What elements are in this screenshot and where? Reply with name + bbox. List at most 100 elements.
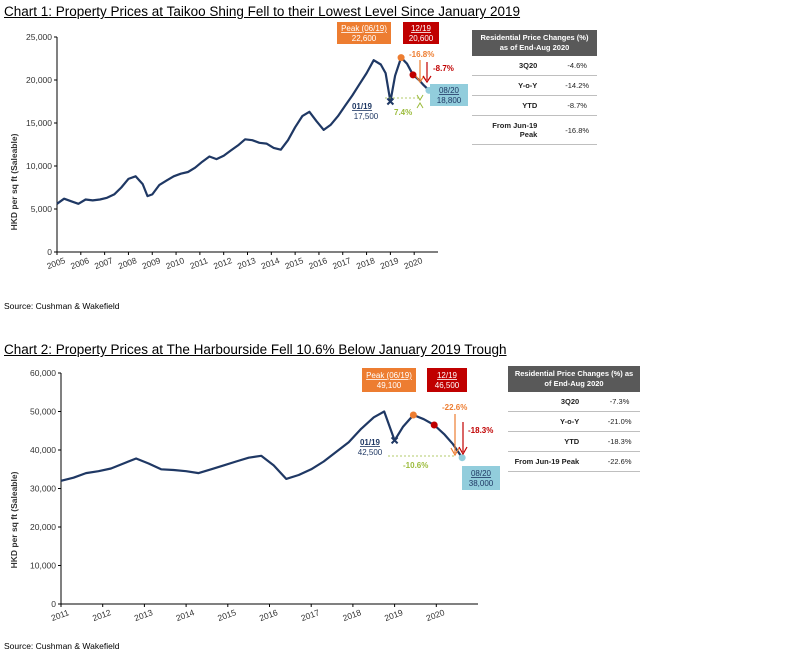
c1-x-tick-label: 2019 <box>379 255 400 271</box>
chart2-pct-dec: -18.3% <box>468 426 493 435</box>
chart2-peak-label: Peak (06/19) <box>366 371 412 380</box>
c2-y-tick-label: 60,000 <box>30 368 56 378</box>
c2-x-tick-label: 2017 <box>300 607 321 623</box>
chart1-source: Source: Cushman & Wakefield <box>4 301 120 311</box>
c2-peak-marker <box>409 411 417 419</box>
chart2-plot: HKD per sq ft (Saleable) 0 10,000 20,000 30… <box>9 368 500 623</box>
c1-y-tick-label: 25,000 <box>26 32 52 42</box>
c1-x-tick-label: 2012 <box>212 255 233 271</box>
chart2-annotations: Peak (06/19) 49,100 12/19 46,500 01/19 4… <box>358 368 500 490</box>
chart1-peak-value: 22,600 <box>352 34 377 43</box>
chart1-dec-box <box>403 22 439 44</box>
c1-y-tick-label: 5,000 <box>31 204 53 214</box>
c1-x-tick-label: 2015 <box>283 255 304 271</box>
c1-x-tick-label: 2016 <box>307 255 328 271</box>
chart1-pct-dec: -8.7% <box>433 64 454 73</box>
c1-series-line <box>56 56 430 205</box>
c2-x-tick-label: 2012 <box>91 607 112 623</box>
c2-series-line <box>60 410 464 482</box>
c1-y-tick-label: 20,000 <box>26 75 52 85</box>
chart2-title: Chart 2: Property Prices at The Harbours… <box>4 342 507 357</box>
c2-aug-marker <box>458 454 466 462</box>
chart1-jan-value: 17,500 <box>354 112 379 121</box>
c1-y-tick-label: 15,000 <box>26 118 52 128</box>
chart1-ylabel: HKD per sq ft (Saleable) <box>9 133 19 230</box>
c1-x-tick-label: 2005 <box>45 255 66 271</box>
table-row-label: 3Q20 <box>472 56 558 76</box>
chart2-table-header: Residential Price Changes (%) as of End-… <box>508 366 640 392</box>
c2-x-tick-label: 2019 <box>383 607 404 623</box>
chart1-plot: HKD per sq ft (Saleable) 0 5,000 10,000 15,… <box>9 22 468 271</box>
table-row-label: YTD <box>472 95 558 116</box>
c2-x-tick-label: 2020 <box>425 607 446 623</box>
table-row: Y-o-Y -14.2% <box>472 75 597 96</box>
chart2-jan-value: 42,500 <box>358 448 383 457</box>
c2-x-tick-label: 2013 <box>133 607 154 623</box>
table-row: YTD -8.7% <box>472 95 597 116</box>
chart1-title: Chart 1: Property Prices at Taikoo Shing… <box>4 4 521 19</box>
table-row: 3Q20 -7.3% <box>508 392 640 412</box>
table-row-value: -8.7% <box>557 95 597 116</box>
chart2-peak-box <box>362 368 416 392</box>
chart2-dec-value: 46,500 <box>435 381 460 390</box>
chart1-y-axis-title: HKD per sq ft (Saleable) <box>9 133 19 230</box>
chart2-dec-label: 12/19 <box>437 371 458 380</box>
c2-x-tick-label: 2011 <box>50 607 71 623</box>
chart1-dec-value: 20,600 <box>409 34 434 43</box>
chart2-aug-value: 38,000 <box>469 479 494 488</box>
chart1-pct-jan: 7.4% <box>394 108 412 117</box>
table-row-value: -14.2% <box>557 75 597 96</box>
c2-y-tick-label: 50,000 <box>30 407 56 417</box>
table-row: YTD -18.3% <box>508 431 640 452</box>
chart1-table-header: Residential Price Changes (%) as of End-… <box>472 30 597 56</box>
table-row: From Jun-19 Peak -16.8% <box>472 115 597 145</box>
chart2-pct-peak: -22.6% <box>442 403 467 412</box>
table-row-value: -18.3% <box>599 431 640 452</box>
chart1-peak-label: Peak (06/19) <box>341 24 387 33</box>
c1-dec-marker <box>409 71 417 79</box>
table-row-label: 3Q20 <box>508 392 600 412</box>
chart2-source: Source: Cushman & Wakefield <box>4 641 120 651</box>
c1-x-tick-label: 2014 <box>260 255 281 271</box>
c1-x-tick-label: 2018 <box>355 255 376 271</box>
chart1-peak-arrowhead <box>415 75 425 84</box>
chart1-aug-label: 08/20 <box>439 86 460 95</box>
chart2-price-change-table: Residential Price Changes (%) as of End-… <box>508 366 640 472</box>
table-row-label: Y-o-Y <box>472 75 558 96</box>
c2-x-tick-label: 2014 <box>174 607 195 623</box>
chart2-aug-label: 08/20 <box>471 469 492 478</box>
c1-x-tick-label: 2006 <box>69 255 90 271</box>
table-row: 3Q20 -4.6% <box>472 56 597 76</box>
table-row-label: YTD <box>508 431 600 452</box>
chart2-aug-box <box>462 466 500 490</box>
chart1-jan-arrow <box>416 94 424 109</box>
chart2-y-axis-title: HKD per sq ft (Saleable) <box>9 471 19 568</box>
c1-jan-marker <box>386 97 395 106</box>
chart1-peak-box <box>337 22 391 44</box>
table-row-value: -16.8% <box>557 115 597 145</box>
table-row-label: From Jun-19 Peak <box>508 451 600 472</box>
table-row-label: From Jun-19 Peak <box>472 115 558 145</box>
chart1-dec-arrowhead <box>422 75 432 84</box>
chart2-peak-value: 49,100 <box>377 381 402 390</box>
c2-y-tick-label: 10,000 <box>30 561 56 571</box>
chart1-annotations: Peak (06/19) 22,600 12/19 20,600 01/19 1… <box>337 22 468 121</box>
table-row-value: -7.3% <box>599 392 640 412</box>
c2-x-tick-label: 2015 <box>216 607 237 623</box>
c1-y-tick-label: 10,000 <box>26 161 52 171</box>
c1-x-tick-label: 2017 <box>331 255 352 271</box>
c1-x-tick-label: 2013 <box>236 255 257 271</box>
c2-x-tick-label: 2018 <box>341 607 362 623</box>
c2-x-tick-label: 2016 <box>258 607 279 623</box>
chart2-dec-box <box>427 368 467 392</box>
chart1-aug-value: 18,800 <box>437 96 462 105</box>
c1-x-tick-label: 2010 <box>164 255 185 271</box>
chart1-jan-label: 01/19 <box>352 102 373 111</box>
c1-x-tick-label: 2008 <box>117 255 138 271</box>
chart2-jan-label: 01/19 <box>360 438 381 447</box>
table-row: From Jun-19 Peak -22.6% <box>508 451 640 472</box>
c2-y-tick-label: 0 <box>51 599 56 609</box>
table-row-label: Y-o-Y <box>508 411 600 432</box>
chart2-pct-jan: -10.6% <box>403 461 428 470</box>
c2-y-tick-label: 30,000 <box>30 484 56 494</box>
